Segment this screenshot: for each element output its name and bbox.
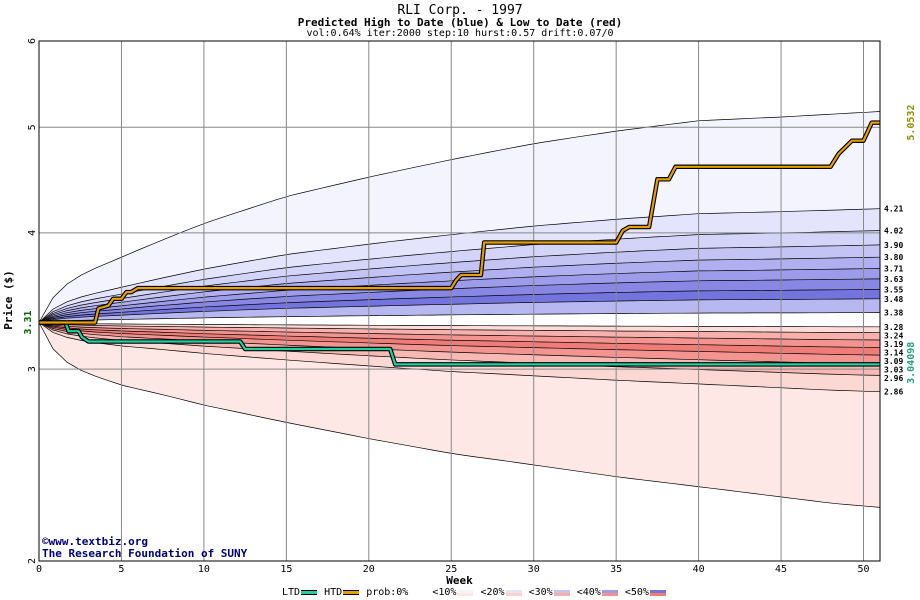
band-boundary-6	[38, 278, 881, 323]
high-band-3	[39, 244, 880, 323]
high-band-7	[39, 289, 880, 323]
band-label-0: 4.21	[884, 205, 903, 214]
x-tick-label-5: 25	[445, 564, 457, 575]
htd-series-line	[39, 121, 880, 324]
band-boundary-10	[38, 322, 880, 328]
x-axis-title: Week	[446, 574, 473, 587]
legend-10-label: <10%	[432, 587, 457, 598]
y-tick-label-2: 4	[27, 230, 38, 236]
low-band-6	[39, 322, 880, 392]
legend-30-label: <30%	[528, 587, 553, 598]
band-boundary-4	[38, 256, 881, 323]
legend: LTD HTD prob:0% <10% <20% <30% <40% <50%	[282, 587, 667, 599]
band-label-6: 3.55	[884, 285, 903, 294]
y-tick-label-3: 5	[27, 124, 38, 130]
legend-htd-label: HTD	[324, 587, 343, 598]
y-tick-label-4: 6	[27, 38, 38, 44]
low-band-1	[39, 322, 880, 340]
band-label-15: 2.96	[884, 374, 903, 383]
band-label-7: 3.48	[884, 295, 903, 304]
final-high-value-label: 5.0532	[906, 105, 917, 141]
x-tick-label-1: 5	[118, 564, 124, 575]
band-label-3: 3.80	[884, 253, 903, 262]
band-boundary-1	[38, 208, 881, 323]
band-boundary-7	[38, 289, 881, 323]
legend-10-swatch	[457, 589, 474, 596]
y-axis-title: Price ($)	[2, 270, 15, 330]
legend-40-swatch	[601, 589, 618, 596]
legend-prob-swatch	[409, 589, 426, 596]
x-tick-label-3: 15	[280, 564, 292, 575]
x-tick-label-8: 40	[693, 564, 705, 575]
band-label-12: 3.14	[884, 348, 903, 357]
x-tick-label-6: 30	[528, 564, 540, 575]
high-band-8	[39, 298, 880, 323]
chart-params: vol:0.64% iter:2000 step:10 hurst:0.57 d…	[306, 28, 614, 39]
x-tick-label-4: 20	[363, 564, 375, 575]
legend-ltd-label: LTD	[282, 587, 301, 598]
x-tick-label-2: 10	[198, 564, 210, 575]
low-band-3	[39, 322, 880, 356]
final-low-value-label: 3.04098	[906, 342, 917, 384]
legend-prob-label: prob:0%	[366, 587, 409, 598]
chart-title: RLI Corp. - 1997	[397, 3, 523, 18]
band-label-13: 3.09	[884, 357, 903, 366]
band-label-5: 3.63	[884, 275, 903, 284]
band-label-4: 3.71	[884, 265, 903, 274]
legend-ltd-swatch	[301, 590, 318, 595]
band-boundary-9	[38, 312, 881, 323]
band-boundary-13	[38, 322, 881, 348]
legend-20-label: <20%	[480, 587, 505, 598]
ltd-series-line	[39, 321, 880, 366]
legend-50-swatch	[649, 589, 666, 596]
band-label-9: 3.28	[884, 323, 903, 332]
legend-50-label: <50%	[624, 587, 649, 598]
x-tick-label-7: 35	[610, 564, 622, 575]
plot-frame	[38, 40, 881, 562]
legend-30-swatch	[553, 589, 570, 596]
band-boundary-14	[38, 322, 881, 356]
band-boundary-18	[38, 322, 881, 508]
credit-website: ©www.textbiz.org	[42, 535, 148, 548]
legend-40-label: <40%	[576, 587, 601, 598]
band-label-10: 3.24	[884, 331, 903, 340]
credit-organization: The Research Foundation of SUNY	[42, 547, 248, 560]
band-label-11: 3.19	[884, 340, 903, 349]
band-label-1: 4.02	[884, 227, 903, 236]
high-band-1	[39, 208, 880, 323]
band-boundary-11	[38, 322, 881, 334]
high-band-0	[39, 111, 880, 323]
legend-20-swatch	[505, 589, 522, 596]
high-band-5	[39, 268, 880, 323]
high-band-2	[39, 230, 880, 323]
band-boundary-8	[38, 298, 881, 323]
x-tick-label-10: 50	[857, 564, 869, 575]
legend-htd-swatch	[343, 590, 360, 595]
chart-subtitle: Predicted High to Date (blue) & Low to D…	[297, 16, 623, 29]
band-label-16: 2.86	[884, 388, 903, 397]
x-tick-label-0: 0	[36, 564, 42, 575]
band-label-8: 3.38	[884, 309, 903, 318]
band-label-14: 3.03	[884, 365, 903, 374]
band-boundary-12	[38, 322, 881, 341]
band-boundary-17	[38, 322, 881, 393]
low-band-4	[39, 322, 880, 365]
band-boundary-5	[38, 268, 881, 323]
high-band-6	[39, 278, 880, 323]
high-band-4	[39, 257, 880, 323]
band-label-2: 3.90	[884, 241, 903, 250]
low-band-0	[39, 322, 880, 333]
start-value-label: 3.31	[23, 310, 34, 334]
y-tick-label-0: 2	[27, 558, 38, 564]
band-boundary-16	[38, 322, 881, 376]
y-tick-label-1: 3	[27, 366, 38, 372]
band-boundary-2	[38, 230, 881, 323]
x-tick-label-9: 45	[775, 564, 787, 575]
